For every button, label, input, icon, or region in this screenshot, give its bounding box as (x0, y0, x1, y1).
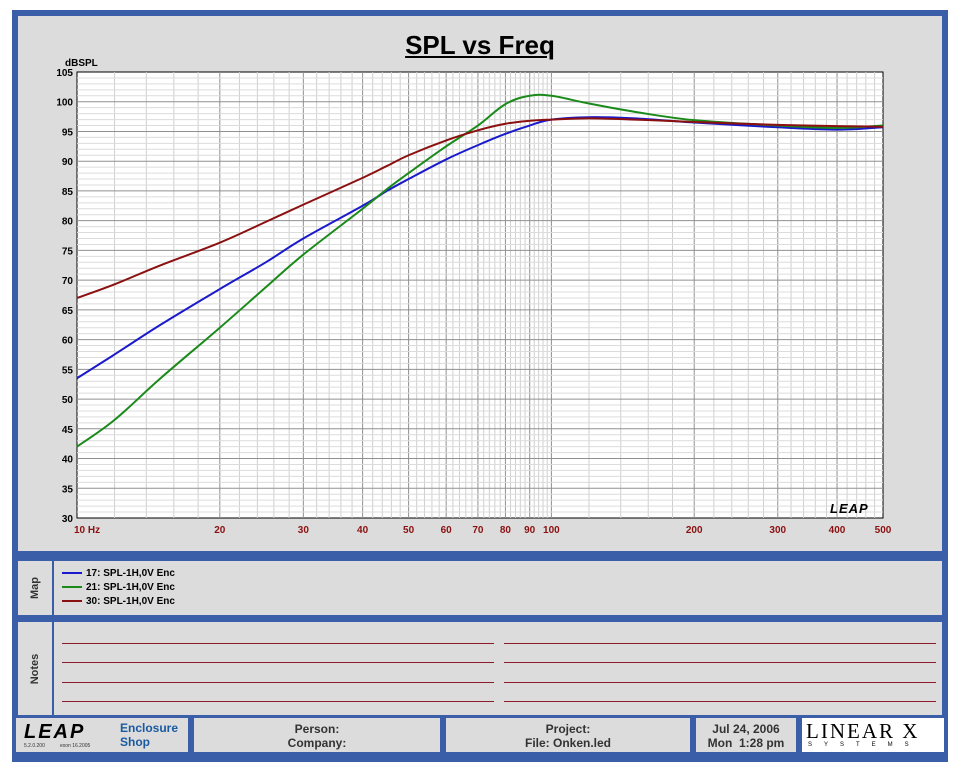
map-panel: Map 17: SPL-1H,0V Enc 21: SPL-1H,0V Enc … (18, 561, 942, 615)
series-layer (76, 93, 884, 448)
file-label: File: Onken.led (524, 736, 611, 750)
person-box: Person: Company: (194, 718, 440, 752)
version-right: exon 16.2005 (60, 743, 91, 749)
x-tick-label: 50 (403, 525, 415, 536)
window-frame: SPL vs Freq 10 Hz 20 30 40 50 60 70 80 90 100 200 3… (12, 10, 948, 762)
x-tick-label: 200 (686, 525, 703, 536)
product-name: Enclosure Shop (120, 721, 178, 749)
x-tick-label: 40 (357, 525, 369, 536)
linearx-sub: SYSTEMS (808, 742, 921, 748)
y-tick-label: 85 (62, 187, 74, 198)
x-tick-label: 300 (769, 525, 786, 536)
note-line[interactable] (504, 682, 936, 683)
y-axis-unit: dBSPL (65, 58, 98, 69)
y-tick-label: 40 (62, 455, 74, 466)
legend-swatch (62, 586, 82, 589)
version-left: 5.2.0.200 (24, 743, 45, 749)
y-tick-label: 70 (62, 276, 74, 287)
x-tick-label: 20 (214, 525, 226, 536)
y-tick-label: 50 (62, 395, 74, 406)
notes-side-label: Notes (18, 622, 54, 715)
person-label: Person: (294, 722, 340, 736)
y-tick-label: 80 (62, 217, 74, 228)
legend-item: 30: SPL-1H,0V Enc (62, 595, 175, 608)
note-line[interactable] (504, 701, 936, 702)
x-tick-label: 80 (500, 525, 512, 536)
y-tick-label: 60 (62, 336, 74, 347)
map-label: Map (29, 577, 41, 599)
linearx-logo: LINEAR X (806, 719, 920, 743)
legend-item: 17: SPL-1H,0V Enc (62, 567, 175, 580)
series-line (76, 117, 884, 299)
legend-item: 21: SPL-1H,0V Enc (62, 581, 175, 594)
x-tick-label: 70 (472, 525, 484, 536)
y-tick-label: 30 (62, 514, 74, 525)
chart-panel: SPL vs Freq 10 Hz 20 30 40 50 60 70 80 90 100 200 3… (18, 16, 942, 551)
x-tick-label: 30 (298, 525, 310, 536)
product-line-2: Shop (120, 735, 150, 749)
datetime-box: Jul 24, 2006 Mon 1:28 pm (696, 718, 796, 752)
note-line[interactable] (62, 662, 494, 663)
date-label: Jul 24, 2006 (712, 722, 780, 736)
product-line-1: Enclosure (120, 721, 179, 735)
x-tick-label: 400 (829, 525, 846, 536)
project-label: Project: (545, 722, 591, 736)
chart-title: SPL vs Freq (405, 30, 555, 60)
x-tick-label: 100 (543, 525, 560, 536)
y-tick-label: 90 (62, 157, 74, 168)
grid (77, 72, 883, 518)
y-tick-label: 35 (62, 484, 74, 495)
y-tick-label: 45 (62, 425, 74, 436)
legend-label: 30: SPL-1H,0V Enc (86, 596, 175, 607)
y-tick-label: 75 (62, 246, 74, 257)
spl-chart: 10 Hz 20 30 40 50 60 70 80 90 100 200 300 400 500 30 35… (56, 58, 891, 536)
x-tick-label: 90 (524, 525, 536, 536)
leap-logo: LEAP (24, 721, 86, 743)
note-line[interactable] (62, 682, 494, 683)
product-box: LEAP Enclosure Shop 5.2.0.200 exon 16.20… (16, 718, 188, 752)
y-tick-label: 95 (62, 127, 74, 138)
project-box: Project: File: Onken.led (446, 718, 690, 752)
note-line[interactable] (504, 643, 936, 644)
legend-swatch (62, 572, 82, 575)
footer-bar: LEAP Enclosure Shop 5.2.0.200 exon 16.20… (16, 718, 944, 760)
time-label: Mon 1:28 pm (707, 736, 785, 750)
y-tick-label: 65 (62, 306, 74, 317)
y-tick-label: 105 (56, 68, 73, 79)
notes-label: Notes (29, 653, 41, 684)
note-line[interactable] (62, 643, 494, 644)
notes-panel: Notes (18, 622, 942, 715)
x-tick-label: 10 Hz (74, 525, 100, 536)
legend-swatch (62, 600, 82, 603)
map-side-label: Map (18, 561, 54, 615)
note-line[interactable] (504, 662, 936, 663)
y-tick-label: 100 (56, 98, 73, 109)
x-tick-label: 60 (441, 525, 453, 536)
y-tick-label: 55 (62, 365, 74, 376)
x-tick-label: 500 (875, 525, 892, 536)
company-label: Company: (287, 736, 347, 750)
note-line[interactable] (62, 701, 494, 702)
leap-watermark: LEAP (830, 501, 869, 516)
legend-label: 21: SPL-1H,0V Enc (86, 582, 175, 593)
linearx-box: LINEAR X SYSTEMS (802, 718, 944, 752)
tick-labels: 10 Hz 20 30 40 50 60 70 80 90 100 200 300 400 500 30 35… (56, 68, 891, 536)
legend-label: 17: SPL-1H,0V Enc (86, 568, 175, 579)
